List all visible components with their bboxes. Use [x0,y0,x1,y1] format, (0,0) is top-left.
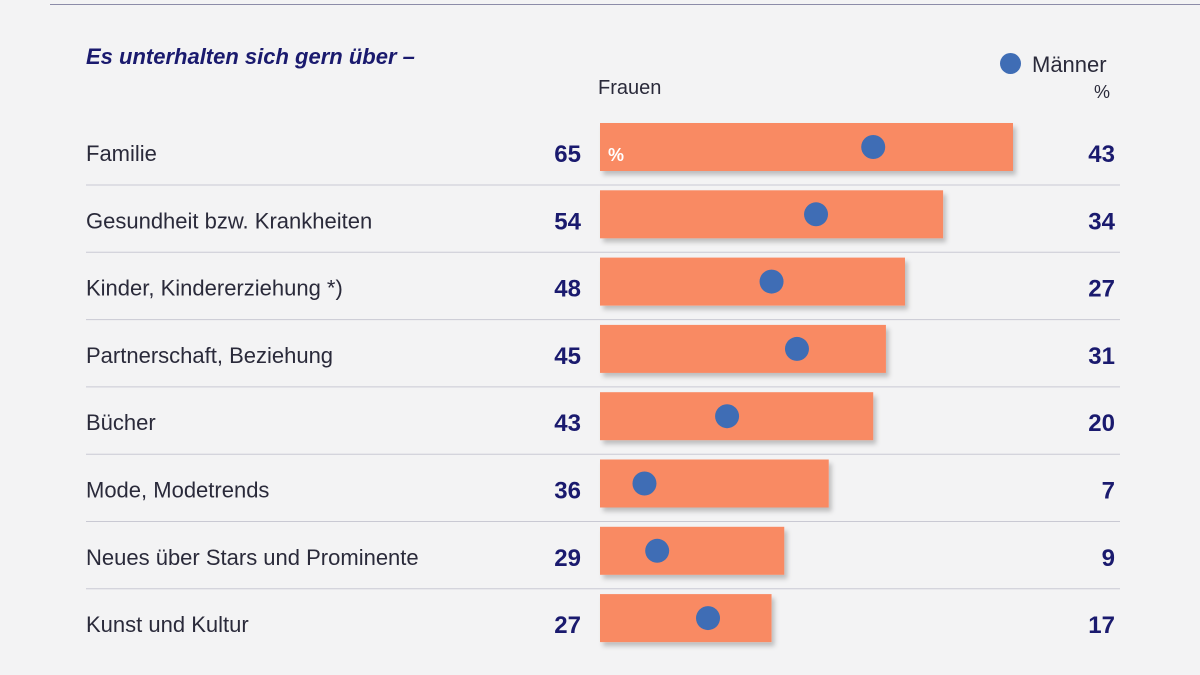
bar-percent-unit: % [608,145,624,165]
maenner-value-label: 17 [1088,612,1115,639]
frauen-value-label: 27 [554,612,581,639]
frauen-header: Frauen [598,77,662,99]
maenner-value-label: 27 [1088,276,1115,303]
frauen-bar [600,324,886,373]
top-rule [50,4,1200,5]
maenner-dot [696,606,721,631]
maenner-value-label: 9 [1102,545,1115,572]
frauen-value-label: 65 [554,141,581,168]
category-label: Bücher [86,410,156,435]
maenner-percent-unit: % [1093,82,1110,102]
maenner-dot [784,336,809,361]
frauen-bar [600,257,905,306]
maenner-value-label: 43 [1088,141,1115,168]
maenner-dot [632,471,657,496]
category-label: Neues über Stars und Prominente [86,545,419,570]
frauen-bar [600,594,772,643]
maenner-value-label: 31 [1088,343,1115,370]
maenner-dot [715,404,740,429]
frauen-value-label: 45 [554,343,581,370]
frauen-value-label: 48 [554,276,581,303]
category-label: Familie [86,141,157,166]
category-label: Mode, Modetrends [86,478,269,503]
maenner-value-label: 7 [1102,478,1115,505]
frauen-value-label: 43 [554,410,581,437]
category-label: Gesundheit bzw. Krankheiten [86,208,372,233]
maenner-value-label: 34 [1088,208,1115,235]
maenner-dot [861,135,886,159]
maenner-dot [759,269,784,294]
category-label: Partnerschaft, Beziehung [86,343,333,368]
maenner-dot [804,202,829,227]
maenner-value-label: 20 [1088,410,1115,437]
frauen-value-label: 36 [554,478,581,505]
frauen-value-label: 29 [554,545,581,572]
category-label: Kinder, Kindererziehung *) [86,276,343,301]
maenner-dot [645,538,670,563]
frauen-bar [600,526,785,575]
chart-title: Es unterhalten sich gern über – [86,44,415,69]
maenner-legend-label: Männer [1032,52,1107,77]
frauen-bar [600,123,1013,171]
category-label: Kunst und Kultur [86,612,249,637]
frauen-value-label: 54 [554,208,581,235]
maenner-legend-dot [1000,53,1021,74]
frauen-bar [600,190,944,239]
